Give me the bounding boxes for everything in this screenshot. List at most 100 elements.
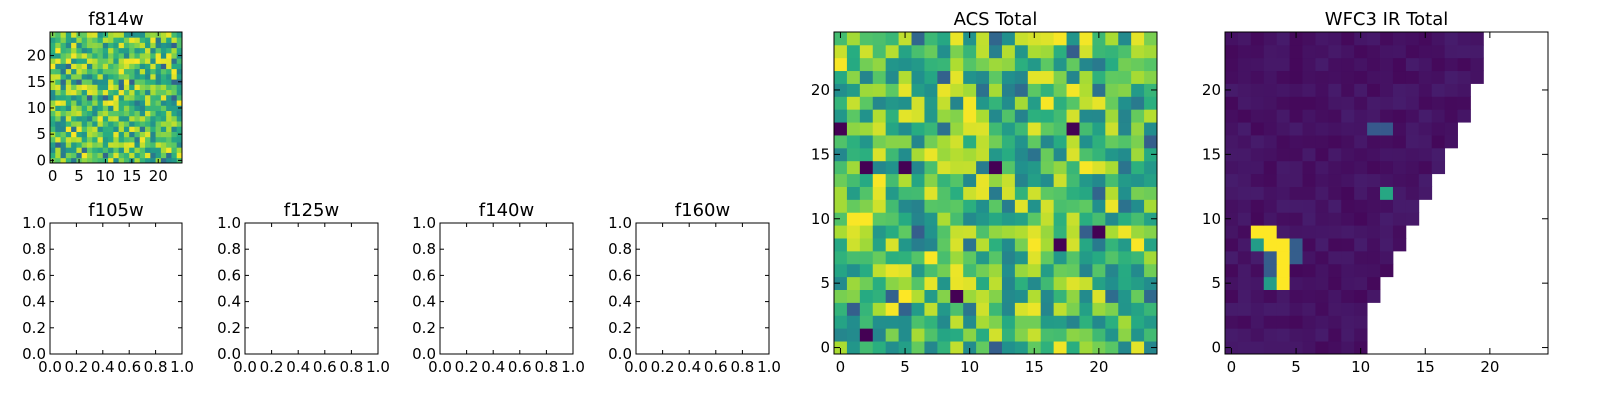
heatmap-cell (65, 73, 72, 80)
heatmap-cell (81, 32, 88, 38)
heatmap-cell (1105, 225, 1119, 239)
heatmap-cell (1431, 109, 1446, 123)
heatmap-cell (963, 32, 977, 46)
heatmap-cell (155, 131, 162, 138)
heatmap-cell (834, 83, 848, 97)
heatmap-cell (1354, 199, 1368, 213)
heatmap-cell (176, 47, 183, 54)
heatmap-cell (102, 47, 109, 54)
heatmap-cell (139, 52, 146, 59)
heatmap-cell (1027, 289, 1042, 303)
heatmap-cell (150, 142, 156, 148)
heatmap-cell (1250, 44, 1265, 59)
heatmap-cell (81, 73, 88, 80)
heatmap-cell (846, 186, 861, 200)
heatmap-cell (989, 250, 1003, 265)
heatmap-cell (1118, 276, 1132, 290)
heatmap-cell (118, 110, 125, 117)
heatmap-cell (1250, 173, 1265, 187)
heatmap-cell (1289, 199, 1303, 213)
heatmap-cell (1027, 160, 1042, 175)
heatmap-cell (1315, 147, 1329, 162)
heatmap-cell (1431, 83, 1446, 97)
heatmap-cell (1354, 32, 1368, 46)
heatmap-cell (81, 126, 88, 132)
heatmap-cell (1053, 212, 1067, 226)
heatmap-cell (60, 47, 67, 54)
heatmap-cell (898, 173, 912, 187)
heatmap-cell (1315, 44, 1329, 59)
heatmap-cell (1027, 186, 1042, 200)
heatmap-cell (145, 142, 151, 148)
heatmap-cell (50, 89, 56, 96)
heatmap-cell (885, 328, 899, 342)
heatmap-cell (1027, 44, 1042, 59)
heatmap-cell (129, 152, 135, 159)
heatmap-cell (118, 37, 125, 43)
heatmap-cell (113, 73, 120, 80)
heatmap-cell (166, 47, 172, 54)
y-tick-label: 0 (820, 339, 830, 357)
heatmap-cell (1079, 250, 1093, 265)
heatmap-cell (911, 238, 925, 252)
heatmap-cell (1225, 109, 1239, 123)
heatmap-cell (108, 52, 114, 59)
heatmap-cell (1289, 276, 1303, 290)
heatmap-cell (1001, 44, 1016, 59)
heatmap-cell (129, 110, 135, 117)
heatmap-cell (1431, 122, 1446, 136)
heatmap-cell (1250, 212, 1265, 226)
heatmap-cell (118, 94, 125, 101)
heatmap-cell (155, 142, 162, 148)
heatmap-cell (129, 63, 135, 70)
heatmap-cell (1289, 160, 1303, 175)
heatmap-cell (834, 147, 848, 162)
heatmap-cell (86, 79, 93, 85)
heatmap-cell (859, 276, 874, 290)
heatmap-cell (86, 131, 93, 138)
heatmap-cell (1418, 122, 1433, 136)
x-tick-label: 0.2 (260, 358, 284, 376)
axes-title-f105w: f105w (88, 200, 143, 221)
heatmap-cell (86, 142, 93, 148)
y-tick-label: 5 (1211, 274, 1221, 292)
heatmap-cell (171, 147, 178, 153)
heatmap-cell (846, 302, 861, 316)
heatmap-cell (1105, 212, 1119, 226)
heatmap-cell (1001, 96, 1016, 110)
heatmap-cell (123, 47, 130, 54)
heatmap-cell (1079, 186, 1093, 200)
heatmap-cell (1263, 315, 1278, 329)
heatmap-cell (924, 135, 938, 149)
heatmap-cell (950, 57, 964, 72)
heatmap-cell (1014, 225, 1029, 239)
heatmap-cell (1237, 328, 1252, 342)
heatmap-cell (1027, 135, 1042, 149)
heatmap-cell (911, 328, 925, 342)
heatmap-cell (113, 63, 120, 70)
heatmap-cell (160, 110, 167, 117)
heatmap-cell (1131, 135, 1145, 149)
heatmap-cell (76, 94, 83, 101)
heatmap-cell (1341, 212, 1355, 226)
heatmap-cell (65, 63, 72, 70)
y-tick-label: 0.4 (412, 293, 436, 311)
heatmap-cell (1118, 32, 1132, 46)
heatmap-cell (885, 186, 899, 200)
axes-title-f140w: f140w (479, 200, 534, 221)
heatmap-cell (60, 115, 67, 122)
heatmap-cell (55, 105, 61, 111)
heatmap-cell (150, 52, 156, 59)
heatmap-cell (872, 173, 887, 187)
heatmap-cell (1053, 122, 1067, 136)
heatmap-cell (76, 58, 83, 64)
y-tick-label: 0.2 (22, 319, 46, 337)
heatmap-cell (71, 126, 77, 132)
heatmap-cell (834, 57, 848, 72)
heatmap-cell (963, 147, 977, 162)
heatmap-cell (1066, 109, 1080, 123)
heatmap-cell (155, 152, 162, 159)
heatmap-cell (1144, 302, 1158, 316)
heatmap-cell (924, 109, 938, 123)
